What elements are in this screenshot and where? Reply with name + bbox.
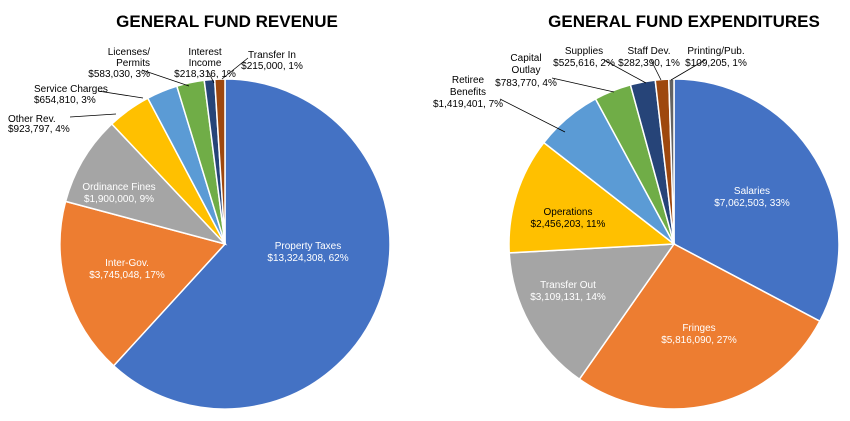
- expenditures-label-fringes-value: $5,816,090, 27%: [661, 335, 737, 346]
- revenue-label-interest-income: Interest Income $218,316, 1%: [174, 47, 236, 80]
- expenditures-label-retiree-benefits-leader-line: [499, 98, 566, 133]
- revenue-label-interest-income-leader-line: [207, 70, 215, 84]
- expenditures-label-supplies-leader-line: [603, 59, 647, 84]
- revenue-slice-inter-gov: [59, 200, 227, 367]
- expenditures-label-operations-value: $2,456,203, 11%: [531, 219, 606, 230]
- expenditures-slice-printing-pub: [667, 78, 675, 245]
- expenditures-label-transfer-out-name: Transfer Out: [540, 280, 596, 291]
- expenditures-chart-title: GENERAL FUND EXPENDITURES: [548, 12, 820, 31]
- expenditures-pie: Salaries$7,062,503, 33% Fringes$5,816,090…: [433, 46, 840, 410]
- revenue-label-service-charges-leader-line: [97, 90, 144, 99]
- revenue-label-service-charges: Service Charges $654,810, 3%: [34, 84, 108, 106]
- revenue-label-ordinance-fines-value: $1,900,000, 9%: [84, 194, 154, 205]
- revenue-label-licenses-permits-leader-line: [141, 69, 190, 87]
- revenue-label-licenses-permits: Licenses/Permits $583,030, 3%: [88, 47, 150, 80]
- expenditures-label-retiree-benefits: Retiree Benefits $1,419,401, 7%: [433, 75, 503, 110]
- expenditures-label-salaries-name: Salaries: [734, 186, 770, 197]
- expenditures-label-transfer-out-value: $3,109,131, 14%: [530, 292, 606, 303]
- revenue-label-ordinance-fines-name: Ordinance Fines: [82, 182, 155, 193]
- expenditures-slice-fringes: [578, 243, 821, 410]
- revenue-slice-ordinance-fines: [64, 122, 228, 246]
- expenditures-label-capital-outlay-leader-line: [551, 77, 615, 93]
- revenue-label-property-taxes-name: Property Taxes: [275, 241, 342, 252]
- expenditures-slice-salaries: [673, 78, 840, 323]
- expenditures-slice-operations: [508, 141, 677, 254]
- expenditures-label-capital-outlay: Capital Outlay $783,770, 4%: [495, 53, 557, 89]
- revenue-label-other-rev-leader-line: [69, 113, 117, 118]
- revenue-label-transfer-in-leader-line: [221, 57, 249, 80]
- expenditures-label-supplies: Supplies $525,616, 2%: [553, 46, 615, 69]
- expenditures-label-fringes-name: Fringes: [682, 323, 715, 334]
- expenditures-label-staff-dev: Staff Dev. $282,390, 1%: [618, 46, 680, 69]
- revenue-label-inter-gov-name: Inter-Gov.: [105, 258, 149, 269]
- revenue-chart-title: GENERAL FUND REVENUE: [116, 12, 338, 31]
- revenue-label-transfer-in: Transfer In $215,000, 1%: [241, 50, 303, 72]
- revenue-slice-property-taxes: [112, 78, 391, 410]
- expenditures-label-operations-name: Operations: [544, 207, 593, 218]
- revenue-label-other-rev: Other Rev. $923,797, 4%: [8, 114, 70, 135]
- expenditures-label-salaries-value: $7,062,503, 33%: [714, 198, 790, 209]
- expenditures-slice-transfer-out: [508, 243, 676, 381]
- expenditures-label-printing-pub: Printing/Pub. $109,205, 1%: [685, 46, 747, 69]
- revenue-label-inter-gov-value: $3,745,048, 17%: [89, 270, 165, 281]
- expenditures-label-staff-dev-leader-line: [650, 59, 662, 81]
- revenue-pie: Property Taxes$13,324,308, 62% Inter-Gov.…: [8, 47, 391, 410]
- revenue-slice-transfer-in: [213, 78, 226, 245]
- expenditures-label-printing-pub-leader-line: [670, 59, 706, 81]
- revenue-label-property-taxes-value: $13,324,308, 62%: [267, 253, 348, 264]
